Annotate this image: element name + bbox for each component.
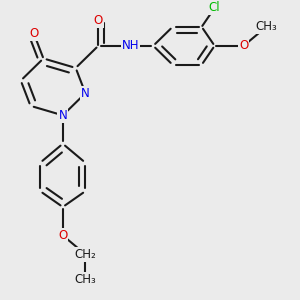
Text: CH₂: CH₂ bbox=[74, 248, 96, 261]
Text: O: O bbox=[239, 39, 248, 52]
Text: O: O bbox=[29, 27, 38, 40]
Text: O: O bbox=[58, 229, 68, 242]
Text: O: O bbox=[94, 14, 103, 27]
Text: CH₃: CH₃ bbox=[255, 20, 277, 33]
Text: N: N bbox=[81, 87, 90, 100]
Text: N: N bbox=[58, 109, 67, 122]
Text: Cl: Cl bbox=[209, 2, 220, 14]
Text: NH: NH bbox=[122, 39, 140, 52]
Text: CH₃: CH₃ bbox=[74, 273, 96, 286]
